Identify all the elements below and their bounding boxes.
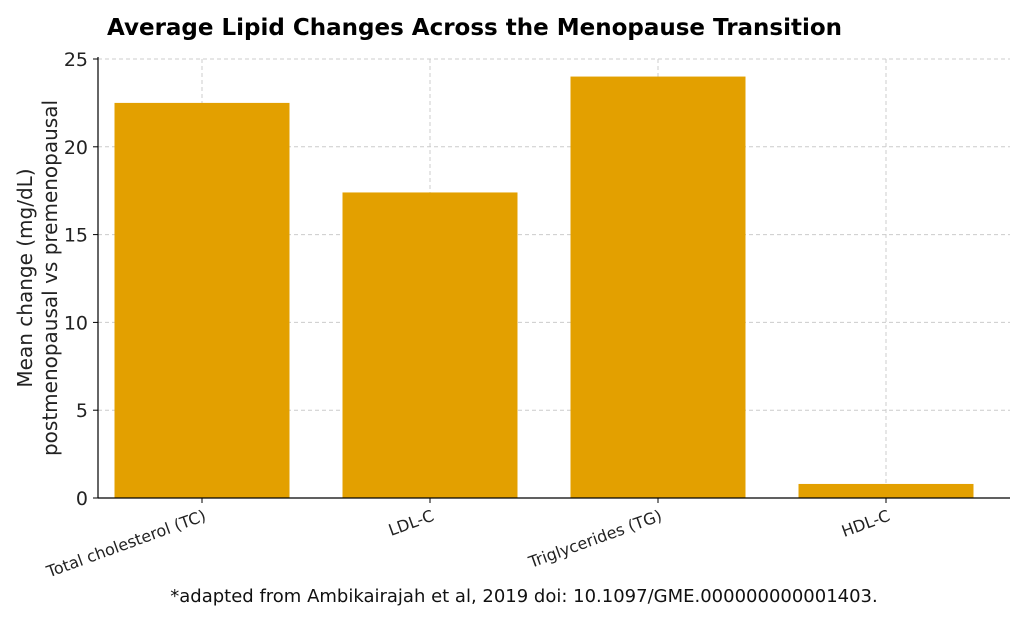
bar-3 (798, 483, 974, 498)
footnote: *adapted from Ambikairajah et al, 2019 d… (170, 586, 877, 607)
bar-2 (570, 76, 746, 498)
y-tick-label: 15 (64, 225, 88, 247)
bar-1 (342, 192, 518, 498)
axes (93, 57, 1010, 503)
y-tick-label: 25 (64, 49, 88, 71)
y-tick-label: 0 (76, 488, 88, 510)
bars (114, 76, 974, 499)
y-tick-label: 10 (64, 312, 88, 334)
x-tick-labels: Total cholesterol (TC) LDL-C Triglycerides… (43, 506, 892, 582)
y-axis-label-line1: Mean change (mg/dL) (13, 168, 37, 387)
y-tick-labels: 0 5 10 15 20 25 (64, 49, 88, 510)
bar-0 (114, 102, 290, 499)
x-tick-label: Triglycerides (TG) (525, 506, 664, 572)
x-tick-label: Total cholesterol (TC) (43, 506, 208, 582)
x-tick-label: HDL-C (839, 506, 892, 541)
y-tick-label: 20 (64, 137, 88, 159)
y-axis-label-line2: postmenopausal vs premenopausal (38, 100, 62, 456)
chart-title: Average Lipid Changes Across the Menopau… (107, 15, 842, 41)
y-tick-label: 5 (76, 400, 88, 422)
x-tick-label: LDL-C (386, 506, 436, 540)
